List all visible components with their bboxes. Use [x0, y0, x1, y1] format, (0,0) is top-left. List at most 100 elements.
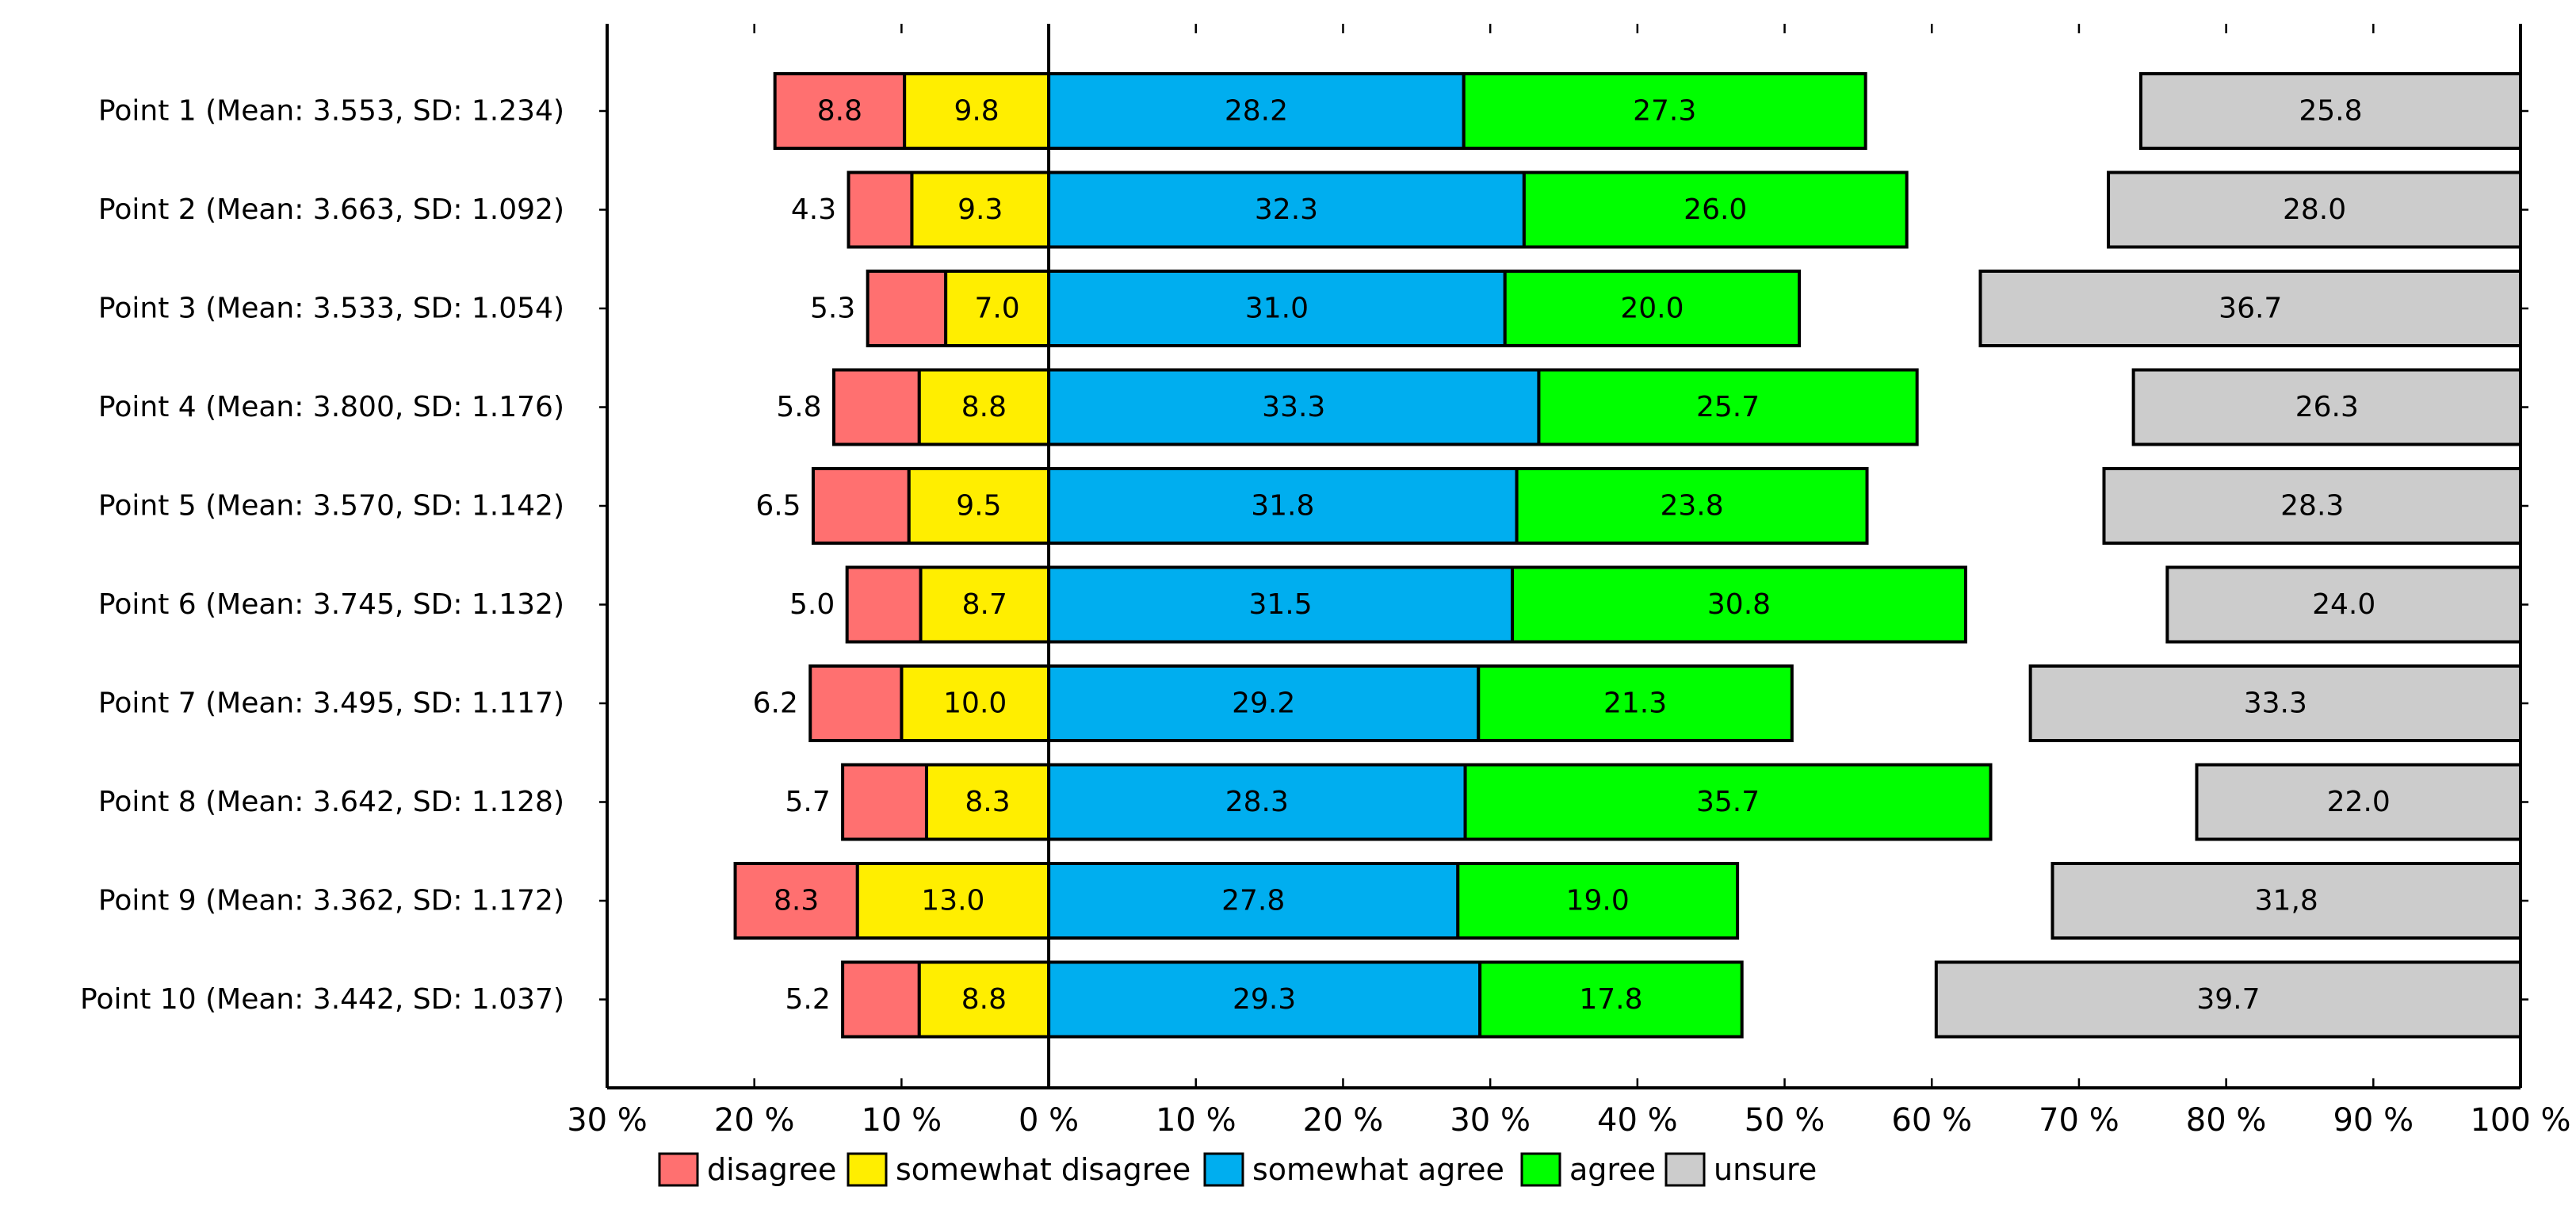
- data-label-unsure: 36.7: [2219, 293, 2282, 325]
- bar-agree: [1478, 960, 1744, 1039]
- bar-disagree: [841, 960, 921, 1039]
- data-label-unsure: 28.0: [2283, 193, 2346, 226]
- category-label: Point 2 (Mean: 3.663, SD: 1.092): [98, 193, 564, 226]
- data-label-unsure: 24.0: [2312, 588, 2375, 621]
- category-label: Point 7 (Mean: 3.495, SD: 1.117): [98, 687, 564, 720]
- bar-disagree: [866, 270, 948, 347]
- x-tick-label: 70 %: [2039, 1102, 2119, 1139]
- x-tick-label: 20 %: [1303, 1102, 1384, 1139]
- data-label-somewhat-agree: 31.8: [1251, 490, 1314, 523]
- category-label: Point 3 (Mean: 3.533, SD: 1.054): [98, 293, 564, 325]
- category-label: Point 8 (Mean: 3.642, SD: 1.128): [98, 786, 564, 818]
- data-label-somewhat-disagree: 8.3: [965, 786, 1010, 818]
- bar-somewhat-agree: [1047, 862, 1460, 940]
- data-label-disagree: 8.3: [774, 885, 819, 917]
- bar-disagree: [841, 763, 928, 841]
- data-label-disagree: 6.5: [755, 490, 801, 523]
- data-label-somewhat-agree: 27.8: [1221, 885, 1285, 917]
- data-label-disagree: 8.8: [817, 95, 862, 128]
- data-label-agree: 27.3: [1633, 95, 1696, 128]
- data-label-agree: 25.7: [1696, 391, 1760, 423]
- bar-unsure: [2028, 664, 2522, 742]
- bar-unsure: [1934, 960, 2522, 1039]
- data-label-disagree: 5.3: [810, 293, 855, 325]
- data-label-agree: 17.8: [1579, 983, 1642, 1016]
- legend-swatch-disagree: [658, 1152, 699, 1187]
- bar-somewhat-agree: [1047, 72, 1466, 150]
- data-label-somewhat-agree: 31.5: [1248, 588, 1312, 621]
- category-label: Point 9 (Mean: 3.362, SD: 1.172): [98, 885, 564, 917]
- data-label-agree: 19.0: [1566, 885, 1630, 917]
- data-label-disagree: 5.2: [785, 983, 830, 1016]
- bar-unsure: [2050, 862, 2523, 940]
- data-label-disagree: 5.7: [785, 786, 830, 818]
- bar-somewhat-disagree: [917, 368, 1051, 446]
- bar-disagree: [773, 72, 907, 150]
- x-tick-label: 20 %: [714, 1102, 795, 1139]
- bar-somewhat-disagree: [919, 565, 1051, 644]
- bar-unsure: [2102, 467, 2522, 545]
- category-label: Point 4 (Mean: 3.800, SD: 1.176): [98, 391, 564, 423]
- data-label-somewhat-disagree: 8.8: [961, 391, 1007, 423]
- data-label-unsure: 22.0: [2327, 786, 2391, 818]
- x-tick-label: 80 %: [2186, 1102, 2267, 1139]
- bar-disagree: [808, 664, 904, 742]
- data-label-somewhat-agree: 31.0: [1245, 293, 1309, 325]
- x-tick-label: 10 %: [1156, 1102, 1236, 1139]
- x-tick-label: 60 %: [1891, 1102, 1972, 1139]
- bar-agree: [1456, 862, 1740, 940]
- bar-agree: [1477, 664, 1794, 742]
- bar-agree: [1515, 467, 1869, 545]
- data-label-somewhat-disagree: 10.0: [943, 687, 1007, 720]
- data-label-somewhat-disagree: 9.5: [956, 490, 1001, 523]
- x-tick-label: 90 %: [2333, 1102, 2414, 1139]
- bar-unsure: [2138, 72, 2522, 150]
- x-tick-label: 10 %: [862, 1102, 942, 1139]
- legend-label-somewhat-agree: somewhat agree: [1252, 1152, 1504, 1187]
- data-label-unsure: 39.7: [2196, 983, 2260, 1016]
- x-tick-label: 40 %: [1597, 1102, 1678, 1139]
- data-label-disagree: 6.2: [753, 687, 798, 720]
- data-label-somewhat-agree: 33.3: [1262, 391, 1325, 423]
- bar-agree: [1522, 170, 1909, 249]
- bar-disagree: [845, 565, 923, 644]
- category-labels: Point 1 (Mean: 3.553, SD: 1.234) Point 2 …: [80, 95, 564, 1017]
- bar-somewhat-agree: [1047, 565, 1515, 644]
- bar-agree: [1511, 565, 1967, 644]
- data-label-disagree: 5.8: [776, 391, 821, 423]
- bar-disagree: [811, 467, 911, 545]
- legend: disagree somewhat disagree somewhat agree a…: [658, 1152, 1817, 1187]
- data-label-somewhat-disagree: 9.3: [957, 193, 1003, 226]
- data-label-agree: 20.0: [1620, 293, 1684, 325]
- category-label: Point 10 (Mean: 3.442, SD: 1.037): [80, 983, 564, 1016]
- legend-label-disagree: disagree: [707, 1152, 836, 1187]
- bar-somewhat-agree: [1047, 960, 1482, 1039]
- bar-disagree: [733, 862, 859, 940]
- x-tick-label: 0 %: [1019, 1102, 1079, 1139]
- axes-layer: 30 % 20 % 10 % 0 % 10 % 20 % 30 % 40 % 50 % 60 % 7…: [567, 24, 2571, 1139]
- bars-layer: 8.8 9.8 28.2 27.3 25.8 4.3 9.3 32.3 26.0 28.0 5.3 7…: [733, 72, 2523, 1039]
- data-label-unsure: 26.3: [2295, 391, 2359, 423]
- data-label-somewhat-disagree: 8.8: [961, 983, 1007, 1016]
- data-label-somewhat-disagree: 13.0: [921, 885, 984, 917]
- bar-agree: [1462, 72, 1867, 150]
- category-label: Point 6 (Mean: 3.745, SD: 1.132): [98, 588, 564, 621]
- bar-somewhat-disagree: [855, 862, 1051, 940]
- legend-swatch-somewhat-agree: [1203, 1152, 1244, 1187]
- data-label-somewhat-agree: 29.2: [1232, 687, 1295, 720]
- bar-somewhat-agree: [1047, 467, 1519, 545]
- bar-agree: [1463, 763, 1993, 841]
- data-label-agree: 35.7: [1696, 786, 1760, 818]
- data-label-agree: 23.8: [1660, 490, 1723, 523]
- category-label: Point 5 (Mean: 3.570, SD: 1.142): [98, 490, 564, 523]
- data-label-unsure: 25.8: [2299, 95, 2362, 128]
- data-label-somewhat-agree: 29.3: [1233, 983, 1296, 1016]
- data-label-disagree: 5.0: [789, 588, 835, 621]
- bar-agree: [1537, 368, 1919, 446]
- legend-swatch-somewhat-disagree: [847, 1152, 888, 1187]
- bar-unsure: [2165, 565, 2522, 644]
- data-label-unsure: 31,8: [2255, 885, 2318, 917]
- data-label-somewhat-agree: 28.2: [1225, 95, 1288, 128]
- x-tick-label: 100 %: [2470, 1102, 2570, 1139]
